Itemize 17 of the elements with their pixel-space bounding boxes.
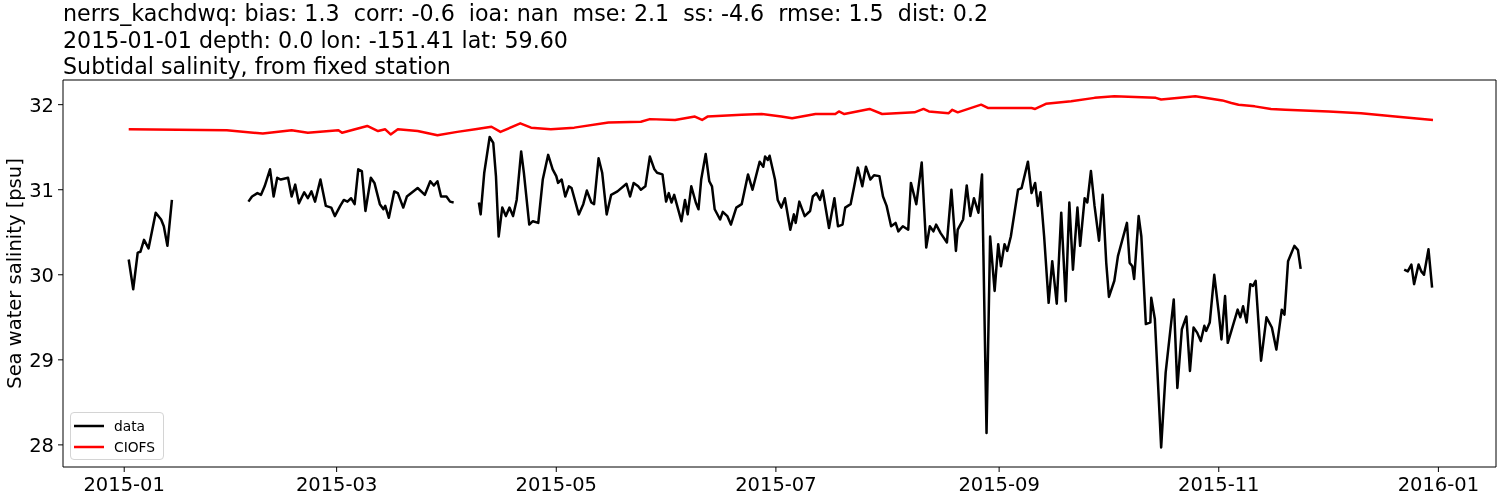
- legend-label: CIOFS: [114, 438, 156, 455]
- y-tick-label: 30: [29, 263, 54, 287]
- y-tick-label: 29: [29, 348, 54, 372]
- chart-title: nerrs_kachdwq: bias: 1.3 corr: -0.6 ioa: nan mse: 2.1 ss: -4.6 rmse: 1.5 dist: 0.2 2015-01-01 depth: 0.0 lon: -151.41 lat: 59.60 Subtidal salinity, from fixed station: [63, 0, 989, 80]
- x-tick-label: 2016-01: [1397, 472, 1480, 496]
- y-tick-label: 28: [29, 433, 54, 457]
- line-series: [127, 94, 1435, 137]
- y-tick-label: 31: [29, 178, 54, 202]
- y-tick-label: 32: [29, 93, 54, 117]
- x-tick-label: 2015-01: [83, 472, 165, 496]
- x-tick-label: 2015-11: [1178, 472, 1260, 496]
- x-tick-label: 2015-05: [515, 472, 598, 496]
- x-tick-label: 2015-07: [735, 472, 817, 496]
- y-axis-title: Sea water salinity [psu]: [2, 158, 26, 389]
- legend-label: data: [114, 417, 146, 434]
- x-tick-label: 2015-09: [958, 472, 1040, 496]
- x-tick-label: 2015-03: [295, 472, 378, 496]
